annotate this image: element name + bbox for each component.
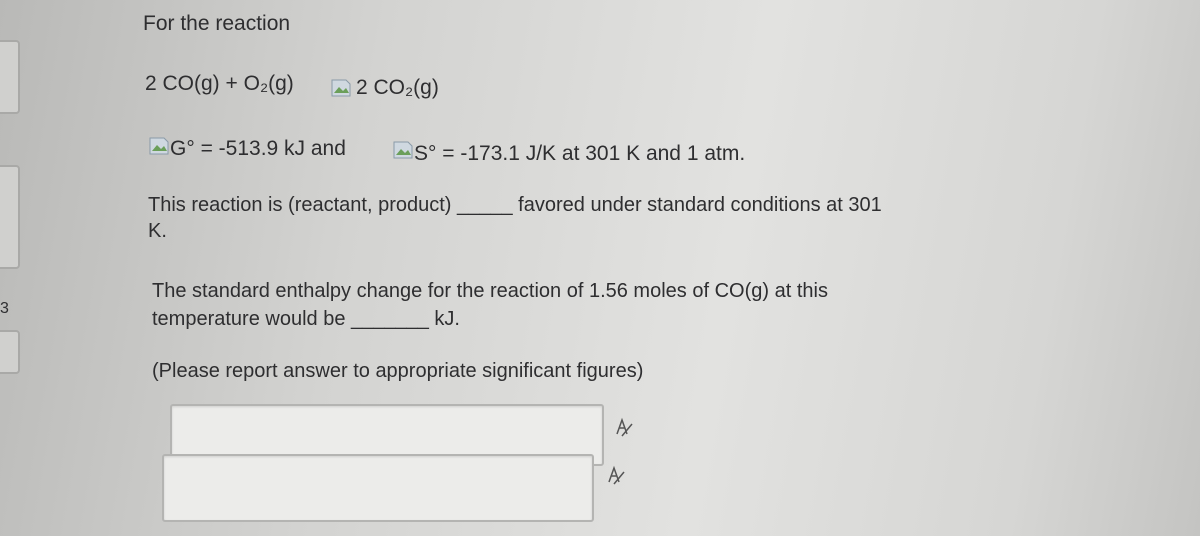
sidebar-tab: [0, 40, 20, 114]
spellcheck-icon[interactable]: [604, 464, 628, 488]
sidebar-tab: [0, 330, 20, 374]
gibbs-text: G° = -513.9 kJ and: [170, 137, 346, 160]
spellcheck-icon[interactable]: [612, 416, 636, 440]
enthalpy-line: temperature would be _______ kJ.: [152, 308, 460, 330]
sidebar-marker: 3: [0, 300, 9, 317]
sidebar-tab: [0, 165, 20, 269]
enthalpy-line: The standard enthalpy change for the rea…: [152, 280, 828, 302]
reaction-left: 2 CO(g) + O₂(g): [145, 72, 294, 95]
note-text: (Please report answer to appropriate sig…: [152, 360, 644, 382]
broken-image-icon: [331, 79, 351, 97]
entropy-text: S° = -173.1 J/K at 301 K and 1 atm.: [414, 142, 746, 165]
broken-image-icon: [149, 137, 169, 155]
answer-input[interactable]: [162, 454, 594, 522]
intro-text: For the reaction: [143, 12, 291, 35]
favored-line: K.: [148, 220, 167, 242]
broken-image-icon: [393, 141, 413, 159]
reaction-right: 2 CO₂(g): [356, 76, 439, 99]
favored-line: This reaction is (reactant, product) ___…: [148, 194, 882, 216]
